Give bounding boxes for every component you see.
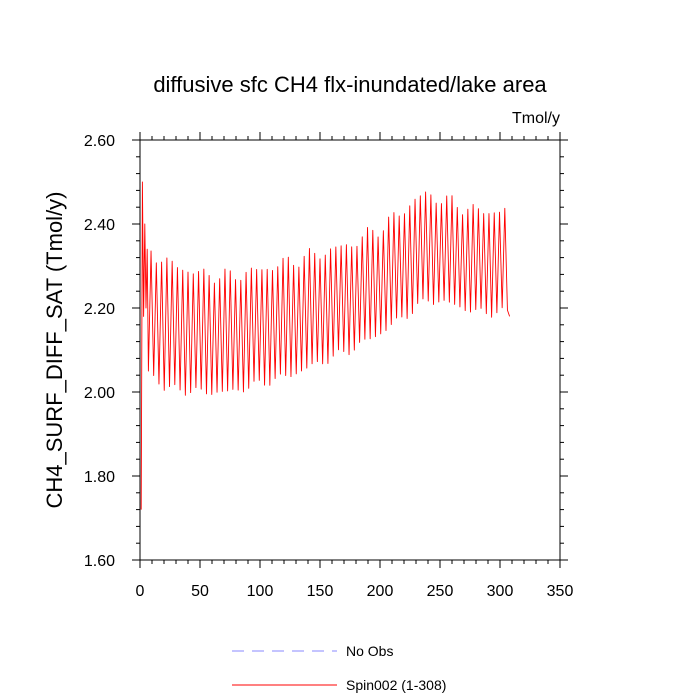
- legend-label-spin002: Spin002 (1-308): [346, 677, 446, 693]
- chart-title: diffusive sfc CH4 flx-inundated/lake are…: [153, 72, 547, 97]
- legend-label-no-obs: No Obs: [346, 643, 393, 659]
- legend: No Obs Spin002 (1-308): [232, 643, 446, 693]
- x-tick-label: 150: [307, 583, 334, 600]
- x-tick-label: 300: [487, 583, 514, 600]
- units-label: Tmol/y: [512, 110, 560, 127]
- x-tick-label: 250: [427, 583, 454, 600]
- y-axis-label: CH4_SURF_DIFF_SAT (Tmol/y): [42, 191, 67, 508]
- x-tick-label: 50: [191, 583, 209, 600]
- x-tick-label: 100: [247, 583, 274, 600]
- axis-ticks: [132, 132, 568, 568]
- x-tick-label: 200: [367, 583, 394, 600]
- x-tick-label: 0: [136, 583, 145, 600]
- y-tick-label: 1.60: [84, 553, 115, 570]
- axis-tick-labels: 0 50 100 150 200 250 300 350 1.60 1.80 2.00 2.20 2.4…: [84, 133, 574, 600]
- series-line-spin002: [140, 181, 511, 510]
- y-tick-label: 1.80: [84, 469, 115, 486]
- x-tick-label: 350: [547, 583, 574, 600]
- y-tick-label: 2.00: [84, 385, 115, 402]
- series-group: [140, 181, 511, 510]
- y-tick-label: 2.60: [84, 133, 115, 150]
- plot-frame: [139, 139, 561, 561]
- y-tick-label: 2.40: [84, 217, 115, 234]
- y-tick-label: 2.20: [84, 301, 115, 318]
